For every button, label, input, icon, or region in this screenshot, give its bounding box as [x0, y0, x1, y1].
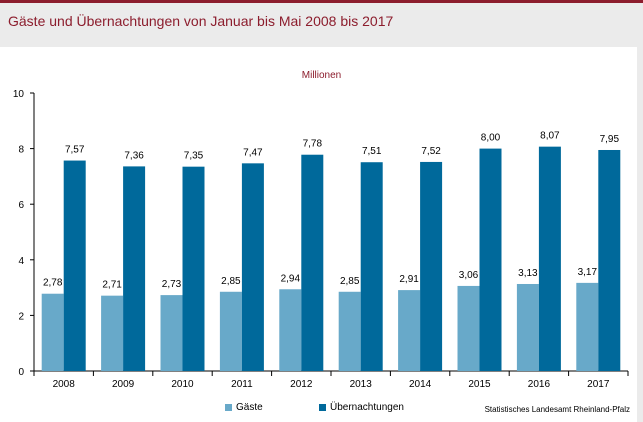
- data-label: 7,51: [362, 146, 382, 157]
- y-tick-label: 0: [18, 367, 24, 378]
- data-label: 2,91: [399, 274, 419, 285]
- source-note: Statistisches Landesamt Rheinland-Pfalz: [484, 405, 630, 414]
- legend-label-uebernachtungen: Übernachtungen: [330, 402, 404, 413]
- bar-uebernachtungen: [479, 148, 502, 371]
- bar-gaeste: [279, 289, 302, 371]
- data-label: 2,94: [281, 273, 301, 284]
- legend-item-uebernachtungen: Übernachtungen: [319, 402, 404, 413]
- bar-gaeste: [101, 295, 124, 371]
- bar-gaeste: [338, 291, 361, 371]
- x-tick-label: 2015: [468, 379, 491, 390]
- y-tick-label: 6: [18, 200, 24, 211]
- bar-gaeste: [41, 293, 64, 371]
- x-tick-label: 2013: [350, 379, 373, 390]
- bar-uebernachtungen: [420, 161, 443, 371]
- data-label: 2,71: [102, 280, 122, 291]
- x-tick-label: 2008: [53, 379, 76, 390]
- legend-swatch-gaeste: [225, 404, 232, 411]
- data-label: 7,57: [65, 145, 85, 156]
- data-label: 3,17: [578, 267, 598, 278]
- top-accent-bar: [0, 0, 643, 3]
- bar-gaeste: [516, 283, 539, 371]
- data-label: 2,78: [43, 278, 63, 289]
- bar-uebernachtungen: [360, 162, 383, 371]
- bar-uebernachtungen: [63, 160, 86, 371]
- y-tick-label: 4: [18, 256, 24, 267]
- legend-swatch-uebernachtungen: [319, 404, 326, 411]
- data-label: 3,13: [518, 268, 538, 279]
- data-label: 8,00: [481, 133, 501, 144]
- bar-uebernachtungen: [301, 154, 324, 371]
- y-tick-label: 10: [13, 89, 25, 100]
- bar-gaeste: [457, 285, 480, 371]
- chart-title: Gäste und Übernachtungen von Januar bis …: [8, 13, 394, 29]
- legend-item-gaeste: Gäste: [225, 402, 263, 413]
- x-tick-label: 2016: [528, 379, 551, 390]
- data-label: 8,07: [540, 131, 560, 142]
- data-label: 7,36: [124, 150, 144, 161]
- x-tick-label: 2017: [587, 379, 610, 390]
- x-tick-label: 2010: [171, 379, 194, 390]
- y-tick-label: 8: [18, 145, 24, 156]
- legend: Gäste Übernachtungen: [0, 402, 643, 418]
- x-tick-label: 2014: [409, 379, 432, 390]
- data-label: 3,06: [459, 270, 479, 281]
- bar-uebernachtungen: [241, 163, 264, 371]
- x-tick-label: 2012: [290, 379, 313, 390]
- bar-gaeste: [219, 291, 242, 371]
- bar-uebernachtungen: [182, 166, 205, 371]
- data-label: 2,85: [221, 276, 241, 287]
- y-tick-label: 2: [18, 311, 24, 322]
- data-label: 7,35: [184, 151, 204, 162]
- bar-gaeste: [576, 282, 599, 371]
- x-tick-label: 2011: [231, 379, 253, 390]
- bar-gaeste: [160, 295, 183, 371]
- data-label: 7,78: [303, 139, 323, 150]
- bar-uebernachtungen: [598, 149, 621, 371]
- data-label: 7,95: [600, 134, 620, 145]
- data-label: 2,73: [162, 279, 182, 290]
- data-label: 2,85: [340, 276, 360, 287]
- data-label: 7,52: [421, 146, 441, 157]
- unit-label: Millionen: [301, 70, 342, 81]
- bar-uebernachtungen: [123, 166, 146, 371]
- bar-uebernachtungen: [538, 146, 561, 371]
- x-tick-label: 2009: [112, 379, 135, 390]
- bar-gaeste: [398, 290, 421, 371]
- data-label: 7,47: [243, 147, 263, 158]
- legend-label-gaeste: Gäste: [236, 402, 263, 413]
